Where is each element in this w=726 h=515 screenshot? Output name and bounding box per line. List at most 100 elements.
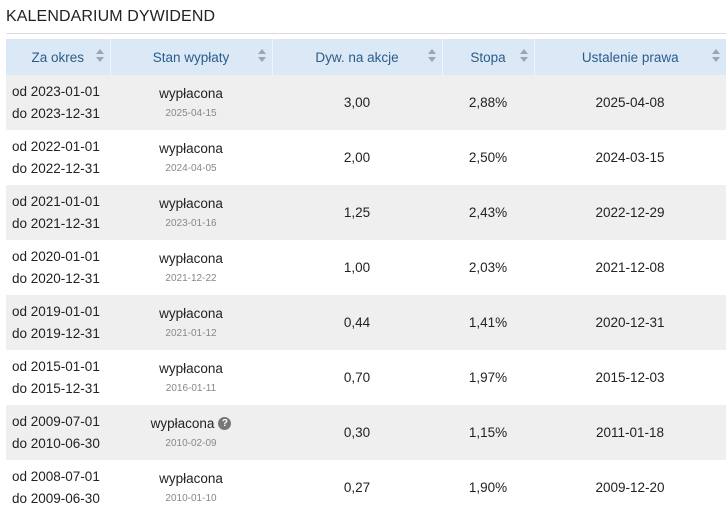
dividend-cell: 0,70 — [272, 350, 442, 405]
dividend-cell: 2,00 — [272, 130, 442, 185]
column-header-label: Stopa — [470, 49, 506, 65]
period-to: do 2023-12-31 — [12, 105, 100, 121]
column-header-status[interactable]: Stan wypłaty — [110, 39, 273, 75]
table-row: od 2019-01-01 do 2019-12-31 wypłacona 2021-… — [6, 295, 726, 350]
column-header-label: Stan wypłaty — [152, 49, 230, 65]
record-date-cell: 2022-12-29 — [534, 185, 726, 240]
dividend-cell: 0,44 — [272, 295, 442, 350]
status-date: 2023-01-16 — [165, 217, 217, 229]
column-header-record-date[interactable]: Ustalenie prawa — [534, 39, 726, 75]
period-cell: od 2023-01-01 do 2023-12-31 — [6, 75, 110, 130]
table-row: od 2023-01-01 do 2023-12-31 wypłacona 2025-… — [6, 75, 726, 130]
status-label: wypłacona — [159, 360, 223, 376]
status-label: wypłacona — [159, 305, 223, 321]
column-header-period[interactable]: Za okres — [6, 39, 111, 75]
rate-cell: 2,88% — [442, 75, 534, 130]
period-from: od 2015-01-01 — [12, 358, 100, 374]
period-to: do 2010-06-30 — [12, 435, 100, 451]
table-row: od 2009-07-01 do 2010-06-30 wypłacona? 2010… — [6, 405, 726, 460]
period-from: od 2023-01-01 — [12, 83, 100, 99]
column-header-rate[interactable]: Stopa — [442, 39, 535, 75]
period-to: do 2022-12-31 — [12, 160, 100, 176]
table-header-row: Za okres Stan wypłaty Dyw. na akcje Stop… — [6, 39, 726, 75]
rate-cell: 2,03% — [442, 240, 534, 295]
dividend-cell: 1,25 — [272, 185, 442, 240]
status-date: 2016-01-11 — [165, 382, 217, 394]
table-row: od 2021-01-01 do 2021-12-31 wypłacona 2023-… — [6, 185, 726, 240]
table-row: od 2015-01-01 do 2015-12-31 wypłacona 2016-… — [6, 350, 726, 405]
table-row: od 2020-01-01 do 2020-12-31 wypłacona 2021-… — [6, 240, 726, 295]
period-from: od 2022-01-01 — [12, 138, 100, 154]
status-cell: wypłacona 2024-04-05 — [110, 130, 272, 185]
status-label: wypłacona — [159, 195, 223, 211]
sort-icon[interactable] — [712, 49, 720, 63]
status-cell: wypłacona 2025-04-15 — [110, 75, 272, 130]
period-from: od 2020-01-01 — [12, 248, 100, 264]
period-from: od 2009-07-01 — [12, 413, 100, 429]
period-to: do 2019-12-31 — [12, 325, 100, 341]
table-row: od 2008-07-01 do 2009-06-30 wypłacona 2010-… — [6, 460, 726, 515]
column-header-label: Dyw. na akcje — [315, 49, 399, 65]
status-label: wypłacona — [159, 140, 223, 156]
record-date-cell: 2020-12-31 — [534, 295, 726, 350]
period-from: od 2008-07-01 — [12, 468, 100, 484]
status-label: wypłacona — [150, 415, 215, 431]
period-from: od 2019-01-01 — [12, 303, 100, 319]
rate-cell: 1,41% — [442, 295, 534, 350]
period-cell: od 2021-01-01 do 2021-12-31 — [6, 185, 110, 240]
period-cell: od 2015-01-01 do 2015-12-31 — [6, 350, 110, 405]
period-to: do 2015-12-31 — [12, 380, 100, 396]
dividend-table: Za okres Stan wypłaty Dyw. na akcje Stop… — [6, 39, 726, 515]
sort-icon[interactable] — [427, 49, 436, 63]
record-date-cell: 2025-04-08 — [534, 75, 726, 130]
period-cell: od 2019-01-01 do 2019-12-31 — [6, 295, 110, 350]
period-cell: od 2022-01-01 do 2022-12-31 — [6, 130, 110, 185]
status-label: wypłacona — [159, 250, 223, 266]
record-date-cell: 2024-03-15 — [534, 130, 726, 185]
dividend-cell: 3,00 — [272, 75, 442, 130]
period-to: do 2021-12-31 — [12, 215, 100, 231]
period-to: do 2009-06-30 — [12, 490, 100, 506]
period-from: od 2021-01-01 — [12, 193, 100, 209]
status-label: wypłacona — [159, 85, 223, 101]
period-cell: od 2008-07-01 do 2009-06-30 — [6, 460, 110, 515]
status-cell: wypłacona 2023-01-16 — [110, 185, 272, 240]
dividend-cell: 1,00 — [272, 240, 442, 295]
rate-cell: 2,50% — [442, 130, 534, 185]
sort-icon[interactable] — [519, 49, 528, 63]
column-header-label: Ustalenie prawa — [581, 49, 679, 65]
column-header-label: Za okres — [31, 49, 85, 65]
rate-cell: 1,15% — [442, 405, 534, 460]
status-cell: wypłacona 2016-01-11 — [110, 350, 272, 405]
period-to: do 2020-12-31 — [12, 270, 100, 286]
table-row: od 2022-01-01 do 2022-12-31 wypłacona 2024-… — [6, 130, 726, 185]
sort-icon[interactable] — [95, 49, 104, 63]
status-date: 2021-12-22 — [165, 272, 217, 284]
rate-cell: 1,90% — [442, 460, 534, 515]
status-label: wypłacona — [159, 470, 223, 486]
record-date-cell: 2011-01-18 — [534, 405, 726, 460]
record-date-cell: 2021-12-08 — [534, 240, 726, 295]
status-cell: wypłacona 2021-01-12 — [110, 295, 272, 350]
record-date-cell: 2009-12-20 — [534, 460, 726, 515]
dividend-cell: 0,30 — [272, 405, 442, 460]
record-date-cell: 2015-12-03 — [534, 350, 726, 405]
status-date: 2021-01-12 — [165, 327, 217, 339]
sort-icon[interactable] — [257, 49, 266, 63]
status-date: 2024-04-05 — [165, 162, 217, 174]
status-cell: wypłacona 2010-01-10 — [110, 460, 272, 515]
status-date: 2010-01-10 — [165, 492, 217, 504]
dividend-cell: 0,27 — [272, 460, 442, 515]
rate-cell: 2,43% — [442, 185, 534, 240]
question-circle-icon[interactable]: ? — [218, 416, 232, 430]
rate-cell: 1,97% — [442, 350, 534, 405]
period-cell: od 2020-01-01 do 2020-12-31 — [6, 240, 110, 295]
status-cell: wypłacona 2021-12-22 — [110, 240, 272, 295]
page-title: KALENDARIUM DYWIDEND — [6, 8, 216, 25]
period-cell: od 2009-07-01 do 2010-06-30 — [6, 405, 110, 460]
status-cell: wypłacona? 2010-02-09 — [110, 405, 272, 460]
column-header-dividend[interactable]: Dyw. na akcje — [272, 39, 443, 75]
title-divider — [6, 33, 726, 34]
status-date: 2010-02-09 — [165, 437, 217, 449]
status-date: 2025-04-15 — [165, 107, 217, 119]
